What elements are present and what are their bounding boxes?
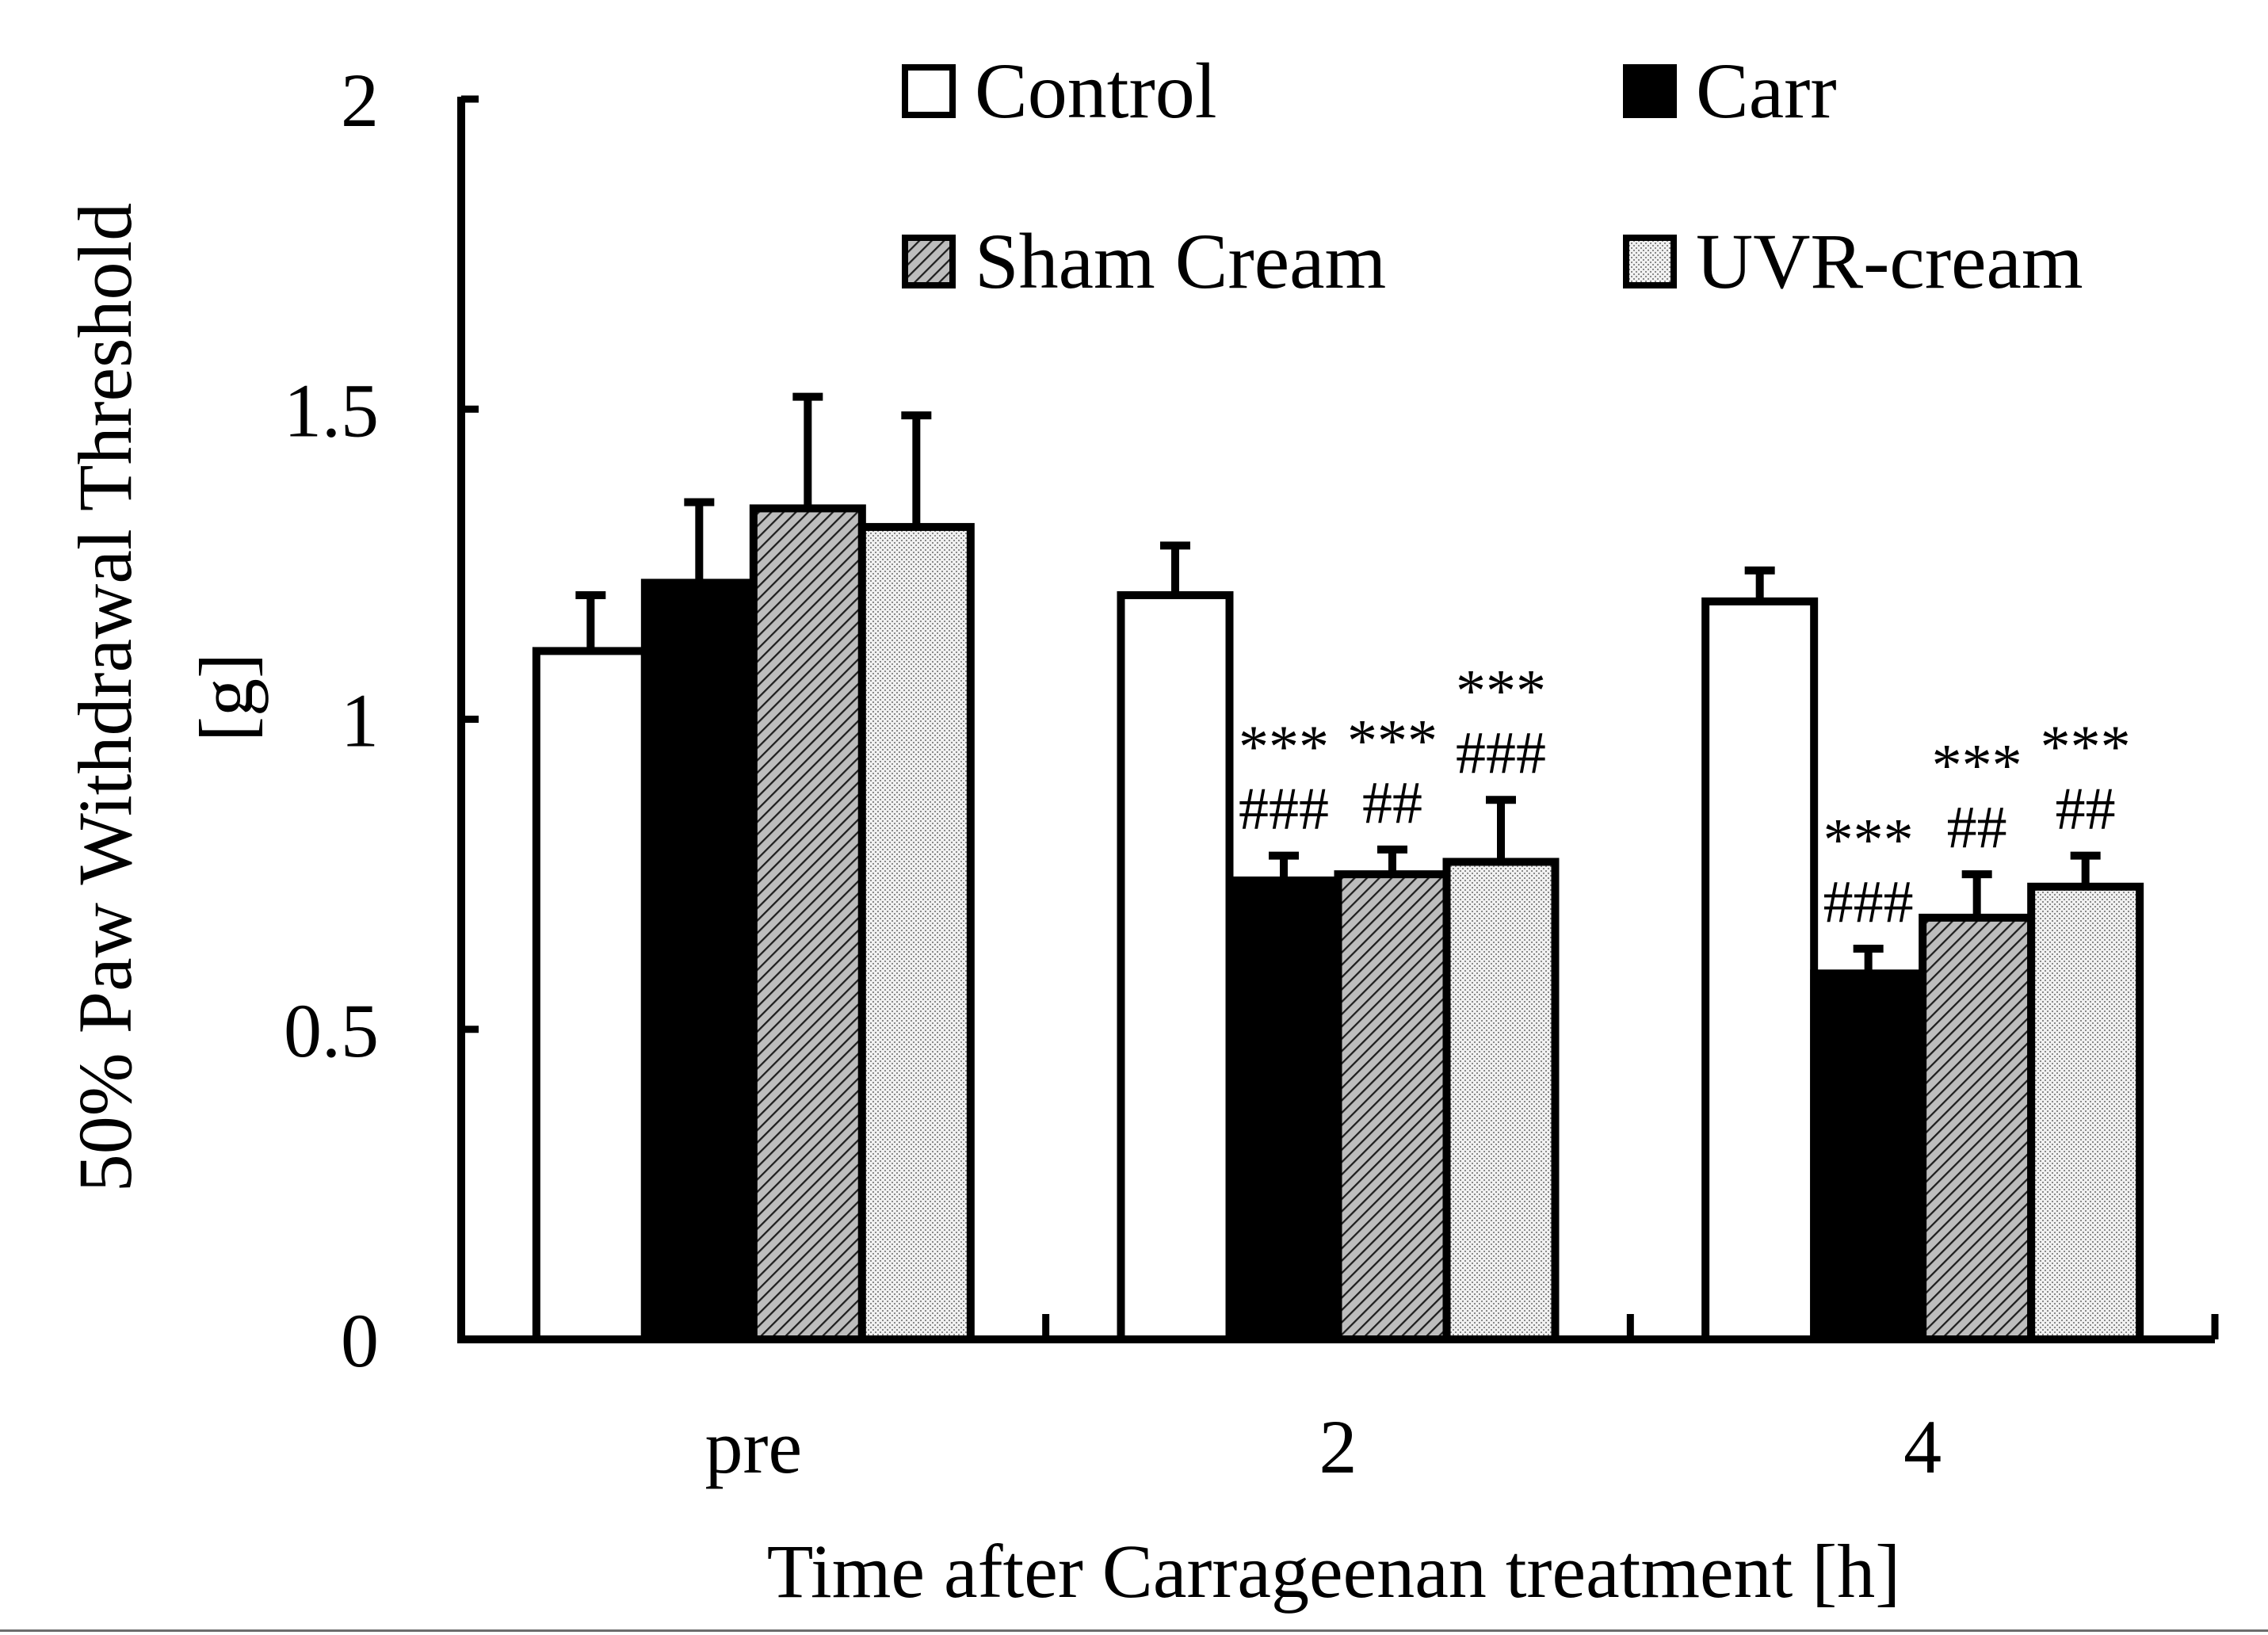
bar-1-1 (1225, 876, 1342, 1343)
x-category-label-1: 2 (1319, 1404, 1357, 1489)
y-tick-label-3: 1.5 (284, 368, 379, 453)
y-tick-label-1: 0.5 (284, 988, 379, 1073)
legend-label-3: UVR-cream (1696, 217, 2083, 305)
annotations-layer: ###***##*** ###***###*** ##***##*** (1239, 658, 2131, 935)
y-tick-label-0: 0 (341, 1298, 379, 1383)
axes-layer: 0 0.5 1 1.5 2 pre 2 4 (284, 58, 2219, 1489)
significance-marker-1-2-0: ## (1362, 770, 1422, 836)
legend-swatch-1 (1623, 64, 1677, 118)
significance-marker-2-2-1: *** (1932, 732, 2022, 799)
bar-1-3 (1442, 858, 1560, 1343)
legend-swatch-2 (902, 235, 956, 288)
bar-2-2 (1919, 913, 2036, 1343)
legend-swatch-3 (1623, 235, 1677, 288)
significance-marker-1-3-1: *** (1456, 658, 1546, 724)
significance-marker-2-1-1: *** (1823, 807, 1914, 873)
y-tick-label-2: 1 (341, 678, 379, 763)
x-category-label-0: pre (705, 1404, 803, 1489)
bar-1-0 (1117, 591, 1234, 1343)
y-axis-title-line1: 50% Paw Withdrawal Threshold (63, 203, 147, 1192)
bar-0-1 (640, 579, 758, 1343)
significance-marker-1-2-1: *** (1347, 708, 1438, 774)
bar-1-2 (1334, 870, 1451, 1343)
y-axis-title: 50% Paw Withdrawal Threshold [g] (63, 203, 269, 1192)
y-axis-title-line2: [g] (184, 653, 269, 742)
x-axis-title: Time after Carrageenan treatment [h] (767, 1529, 1900, 1614)
legend-label-2: Sham Cream (975, 217, 1386, 305)
bar-2-1 (1810, 969, 1927, 1343)
significance-marker-1-3-0: ### (1456, 720, 1546, 786)
y-tick-label-4: 2 (341, 58, 379, 143)
legend-label-0: Control (975, 47, 1217, 135)
significance-marker-1-1-1: *** (1239, 714, 1329, 781)
significance-marker-2-3-1: *** (2041, 714, 2131, 781)
bar-2-0 (1701, 597, 1819, 1343)
bar-0-3 (857, 522, 975, 1343)
bar-0-0 (532, 647, 649, 1343)
x-category-label-2: 4 (1903, 1404, 1942, 1489)
bar-0-2 (749, 504, 866, 1344)
significance-marker-2-2-0: ## (1947, 794, 2007, 861)
bottom-divider (0, 1629, 2268, 1632)
legend: Control Carr Sham Cream UVR-cream (902, 47, 2083, 305)
significance-marker-1-1-0: ### (1239, 776, 1329, 842)
significance-marker-2-1-0: ### (1823, 869, 1914, 935)
significance-marker-2-3-0: ## (2056, 776, 2116, 842)
legend-label-1: Carr (1696, 47, 1837, 135)
bar-2-3 (2027, 882, 2144, 1343)
legend-swatch-0 (902, 64, 956, 118)
